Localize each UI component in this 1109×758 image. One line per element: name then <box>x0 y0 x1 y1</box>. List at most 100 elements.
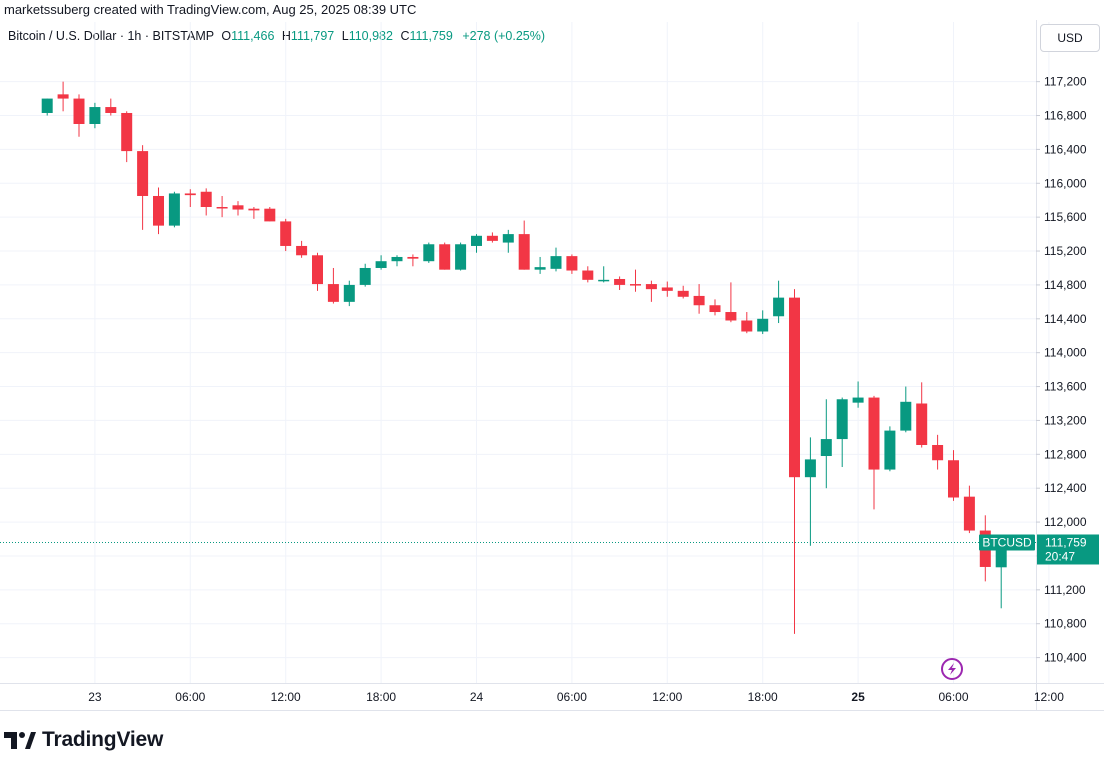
candle-body <box>375 261 387 268</box>
y-tick-label: 114,400 <box>1044 312 1087 326</box>
candle-body <box>264 208 276 222</box>
candle <box>916 382 928 448</box>
candle <box>168 191 180 228</box>
candle-body <box>471 235 482 246</box>
close-value: 111,759 <box>409 29 453 43</box>
tradingview-logo-icon <box>4 732 36 749</box>
candle <box>677 285 689 299</box>
candle-body <box>232 205 244 210</box>
x-tick-label: 24 <box>470 690 484 704</box>
y-tick-label: 115,200 <box>1044 244 1087 258</box>
candle <box>884 426 896 472</box>
candle-body <box>566 256 578 271</box>
tradingview-logo[interactable]: TradingView <box>4 728 163 752</box>
candle <box>852 381 864 408</box>
candle <box>995 539 1007 609</box>
bar-countdown: 20:47 <box>1045 549 1075 563</box>
candle-body <box>57 94 69 99</box>
candle-body <box>916 403 928 445</box>
currency-button[interactable]: USD <box>1040 24 1100 52</box>
candle-body <box>598 279 610 282</box>
y-tick-label: 113,200 <box>1044 413 1087 427</box>
change-value: +278 (+0.25%) <box>462 29 546 43</box>
x-tick-label: 23 <box>88 690 102 704</box>
y-tick-label: 111,200 <box>1044 583 1086 597</box>
y-tick-label: 116,000 <box>1044 176 1087 190</box>
candle <box>486 232 498 243</box>
candle <box>630 269 641 292</box>
candle <box>121 111 133 163</box>
flash-icon[interactable] <box>941 658 963 680</box>
candle <box>789 289 800 634</box>
candle-body <box>89 107 101 124</box>
candle <box>693 284 705 314</box>
x-tick-label: 18:00 <box>748 690 778 704</box>
y-tick-label: 115,600 <box>1044 210 1087 224</box>
candle-body <box>534 267 546 270</box>
candle <box>359 263 371 287</box>
candle <box>518 220 530 270</box>
candle <box>645 280 657 302</box>
y-tick-label: 113,600 <box>1044 380 1087 394</box>
candle <box>741 312 753 334</box>
candle-body <box>995 542 1007 568</box>
candle <box>264 206 276 222</box>
candle-body <box>693 295 705 306</box>
candles <box>41 81 1007 634</box>
candle-body <box>677 290 689 297</box>
axes: 117,200 116,800 116,400 116,000 115,600 115,2… <box>0 20 1104 711</box>
y-tick-label: 117,200 <box>1044 75 1087 89</box>
x-tick-label: 06:00 <box>938 690 968 704</box>
candle <box>757 310 769 335</box>
candle <box>550 247 562 272</box>
candle <box>471 234 482 253</box>
candle-body <box>741 320 753 332</box>
candle-body <box>963 496 975 531</box>
candle <box>375 255 387 270</box>
x-tick-label: 06:00 <box>557 690 587 704</box>
last-price-value: 111,759 <box>1045 535 1087 549</box>
candle <box>89 102 101 129</box>
y-tick-label: 114,800 <box>1044 278 1087 292</box>
candle-body <box>137 151 149 196</box>
y-tick-label: 112,800 <box>1044 447 1087 461</box>
candle-body <box>948 460 959 498</box>
candle <box>820 399 832 489</box>
candle-body <box>820 439 832 457</box>
candle-body <box>423 244 435 262</box>
candle-body <box>518 234 530 270</box>
x-tick-label: 18:00 <box>366 690 396 704</box>
y-tick-label: 116,800 <box>1044 109 1087 123</box>
candle <box>296 240 308 258</box>
candle-body <box>184 193 196 196</box>
candle-body <box>312 255 323 285</box>
candle <box>614 276 626 291</box>
candle <box>423 242 435 263</box>
candle-body <box>868 397 880 470</box>
candle-body <box>327 284 339 302</box>
candle <box>598 266 610 283</box>
open-value: 111,466 <box>231 29 275 43</box>
candle <box>804 437 816 546</box>
x-tick-label: 12:00 <box>1034 690 1064 704</box>
candle <box>343 280 355 307</box>
candle <box>709 299 721 316</box>
high-label: H <box>281 29 291 43</box>
candle-body <box>773 297 785 317</box>
candle-body <box>900 401 912 431</box>
candle <box>836 397 848 468</box>
candle-body <box>168 193 180 226</box>
candle <box>439 242 451 270</box>
candle-body <box>757 318 769 332</box>
y-tick-label: 114,000 <box>1044 346 1087 360</box>
candle-body <box>455 244 467 270</box>
candle-body <box>248 208 260 211</box>
candle <box>407 254 419 267</box>
y-tick-label: 110,400 <box>1044 651 1087 665</box>
candle <box>232 201 244 216</box>
candle <box>327 267 339 304</box>
candle <box>184 189 196 207</box>
candle-body <box>391 256 403 262</box>
